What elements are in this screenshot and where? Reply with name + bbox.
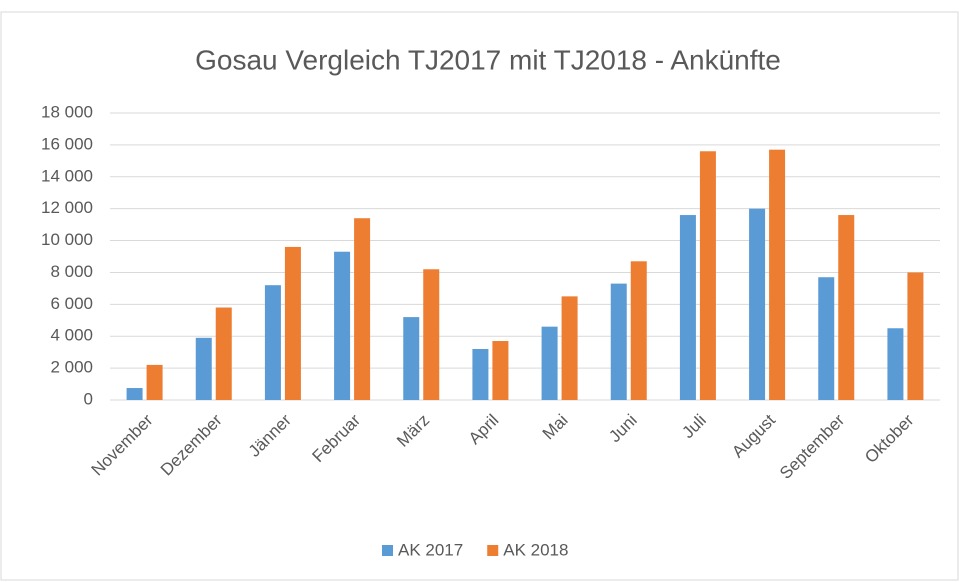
- y-tick-label: 4 000: [50, 326, 93, 345]
- bar: [887, 328, 904, 400]
- bar: [630, 261, 647, 400]
- y-tick-label: 18 000: [41, 102, 93, 121]
- bar: [423, 269, 440, 400]
- bar: [818, 277, 835, 400]
- bar: [749, 208, 766, 400]
- y-tick-label: 0: [84, 389, 93, 408]
- bar: [561, 296, 578, 400]
- bar: [838, 215, 855, 400]
- legend-label: AK 2018: [503, 540, 568, 559]
- y-tick-label: 12 000: [41, 198, 93, 217]
- bar: [610, 283, 627, 400]
- bar: [492, 341, 509, 400]
- bar: [679, 215, 696, 400]
- bar: [284, 246, 301, 400]
- bar: [769, 149, 786, 400]
- chart-border: [0, 11, 959, 581]
- chart-title: Gosau Vergleich TJ2017 mit TJ2018 - Ankü…: [195, 44, 781, 75]
- bar: [215, 307, 232, 400]
- bar: [403, 317, 420, 400]
- bar: [195, 337, 212, 400]
- bar: [541, 326, 558, 400]
- bar: [354, 218, 371, 400]
- bar: [472, 348, 489, 400]
- y-tick-label: 2 000: [50, 358, 93, 377]
- y-tick-label: 8 000: [50, 262, 93, 281]
- bar: [334, 251, 351, 400]
- legend-swatch: [382, 545, 393, 556]
- bar: [126, 388, 143, 400]
- y-tick-label: 14 000: [41, 166, 93, 185]
- y-tick-label: 16 000: [41, 134, 93, 153]
- y-tick-label: 6 000: [50, 294, 93, 313]
- bar: [264, 285, 281, 400]
- y-tick-label: 10 000: [41, 230, 93, 249]
- legend-label: AK 2017: [398, 540, 463, 559]
- bar: [146, 364, 163, 400]
- bar: [907, 272, 924, 400]
- bar: [699, 151, 716, 400]
- legend-swatch: [487, 545, 499, 556]
